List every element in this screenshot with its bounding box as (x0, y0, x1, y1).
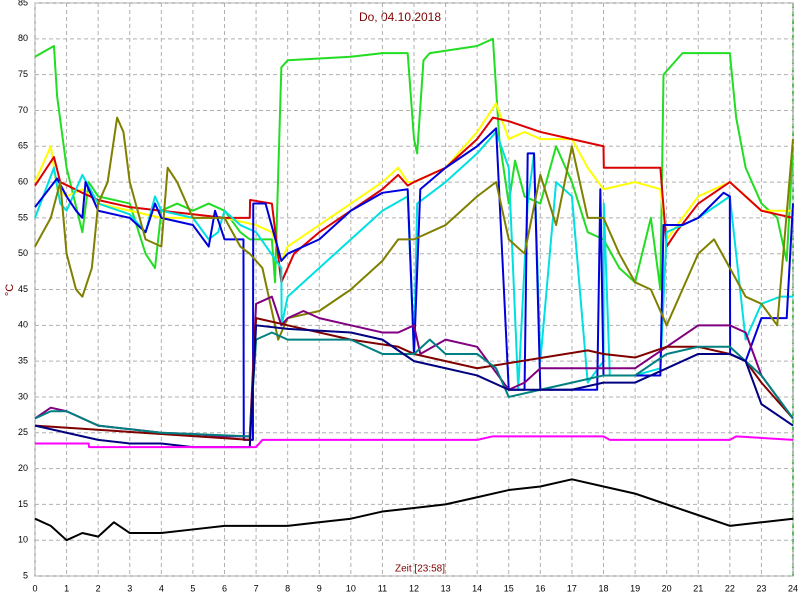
series-line (34, 331, 794, 438)
x-tick-label: 21 (693, 583, 703, 593)
x-tick-label: 0 (32, 583, 37, 593)
y-tick-label: 50 (18, 248, 28, 258)
y-tick-label: 65 (18, 141, 28, 151)
x-tick-label: 9 (317, 583, 322, 593)
y-tick-label: 70 (18, 105, 28, 115)
y-tick-label: 5 (23, 570, 28, 580)
y-tick-label: 45 (18, 284, 28, 294)
y-tick-label: 25 (18, 427, 28, 437)
x-tick-label: 11 (378, 583, 387, 593)
x-tick-label: 1 (64, 583, 69, 593)
x-tick-label: 16 (535, 583, 545, 593)
series-line (34, 130, 793, 391)
series-line (34, 478, 794, 542)
series-line (35, 435, 794, 449)
series-line (34, 324, 794, 449)
series-line (34, 127, 794, 441)
y-tick-label: 55 (18, 212, 28, 222)
x-tick-label: 20 (662, 583, 672, 593)
x-tick-label: 17 (567, 583, 577, 593)
y-tick-label: 15 (18, 499, 28, 509)
y-tick-label: 75 (18, 69, 28, 79)
x-tick-label: 4 (159, 583, 164, 593)
x-tick-label: 14 (472, 583, 482, 593)
y-tick-label: 30 (18, 391, 28, 401)
x-tick-label: 12 (409, 583, 419, 593)
x-tick-label: 23 (756, 583, 766, 593)
x-tick-label: 15 (504, 583, 514, 593)
y-tick-label: 20 (18, 463, 28, 473)
y-tick-label: 60 (18, 176, 28, 186)
x-tick-label: 8 (285, 583, 290, 593)
x-tick-label: 5 (190, 583, 195, 593)
x-tick-label: 6 (222, 583, 227, 593)
x-tick-label: 10 (346, 583, 356, 593)
series-line (34, 102, 793, 262)
y-axis-label: °C (4, 284, 16, 296)
y-tick-label: 80 (18, 33, 28, 43)
y-tick-label: 10 (18, 535, 28, 545)
x-tick-label: 2 (96, 583, 101, 593)
chart-title: Do, 04.10.2018 (359, 10, 441, 24)
x-tick-label: 13 (441, 583, 451, 593)
series-line (34, 116, 794, 341)
y-tick-label: 85 (18, 0, 28, 7)
x-tick-label: 7 (254, 583, 259, 593)
y-tick-label: 40 (18, 320, 28, 330)
x-tick-label: 3 (127, 583, 132, 593)
x-tick-label: 22 (725, 583, 735, 593)
x-axis-label: Zeit [23:58] (395, 564, 445, 575)
series-line (34, 37, 794, 291)
x-tick-label: 24 (788, 583, 798, 593)
x-tick-label: 18 (598, 583, 608, 593)
x-tick-label: 19 (630, 583, 640, 593)
y-tick-label: 35 (18, 356, 28, 366)
